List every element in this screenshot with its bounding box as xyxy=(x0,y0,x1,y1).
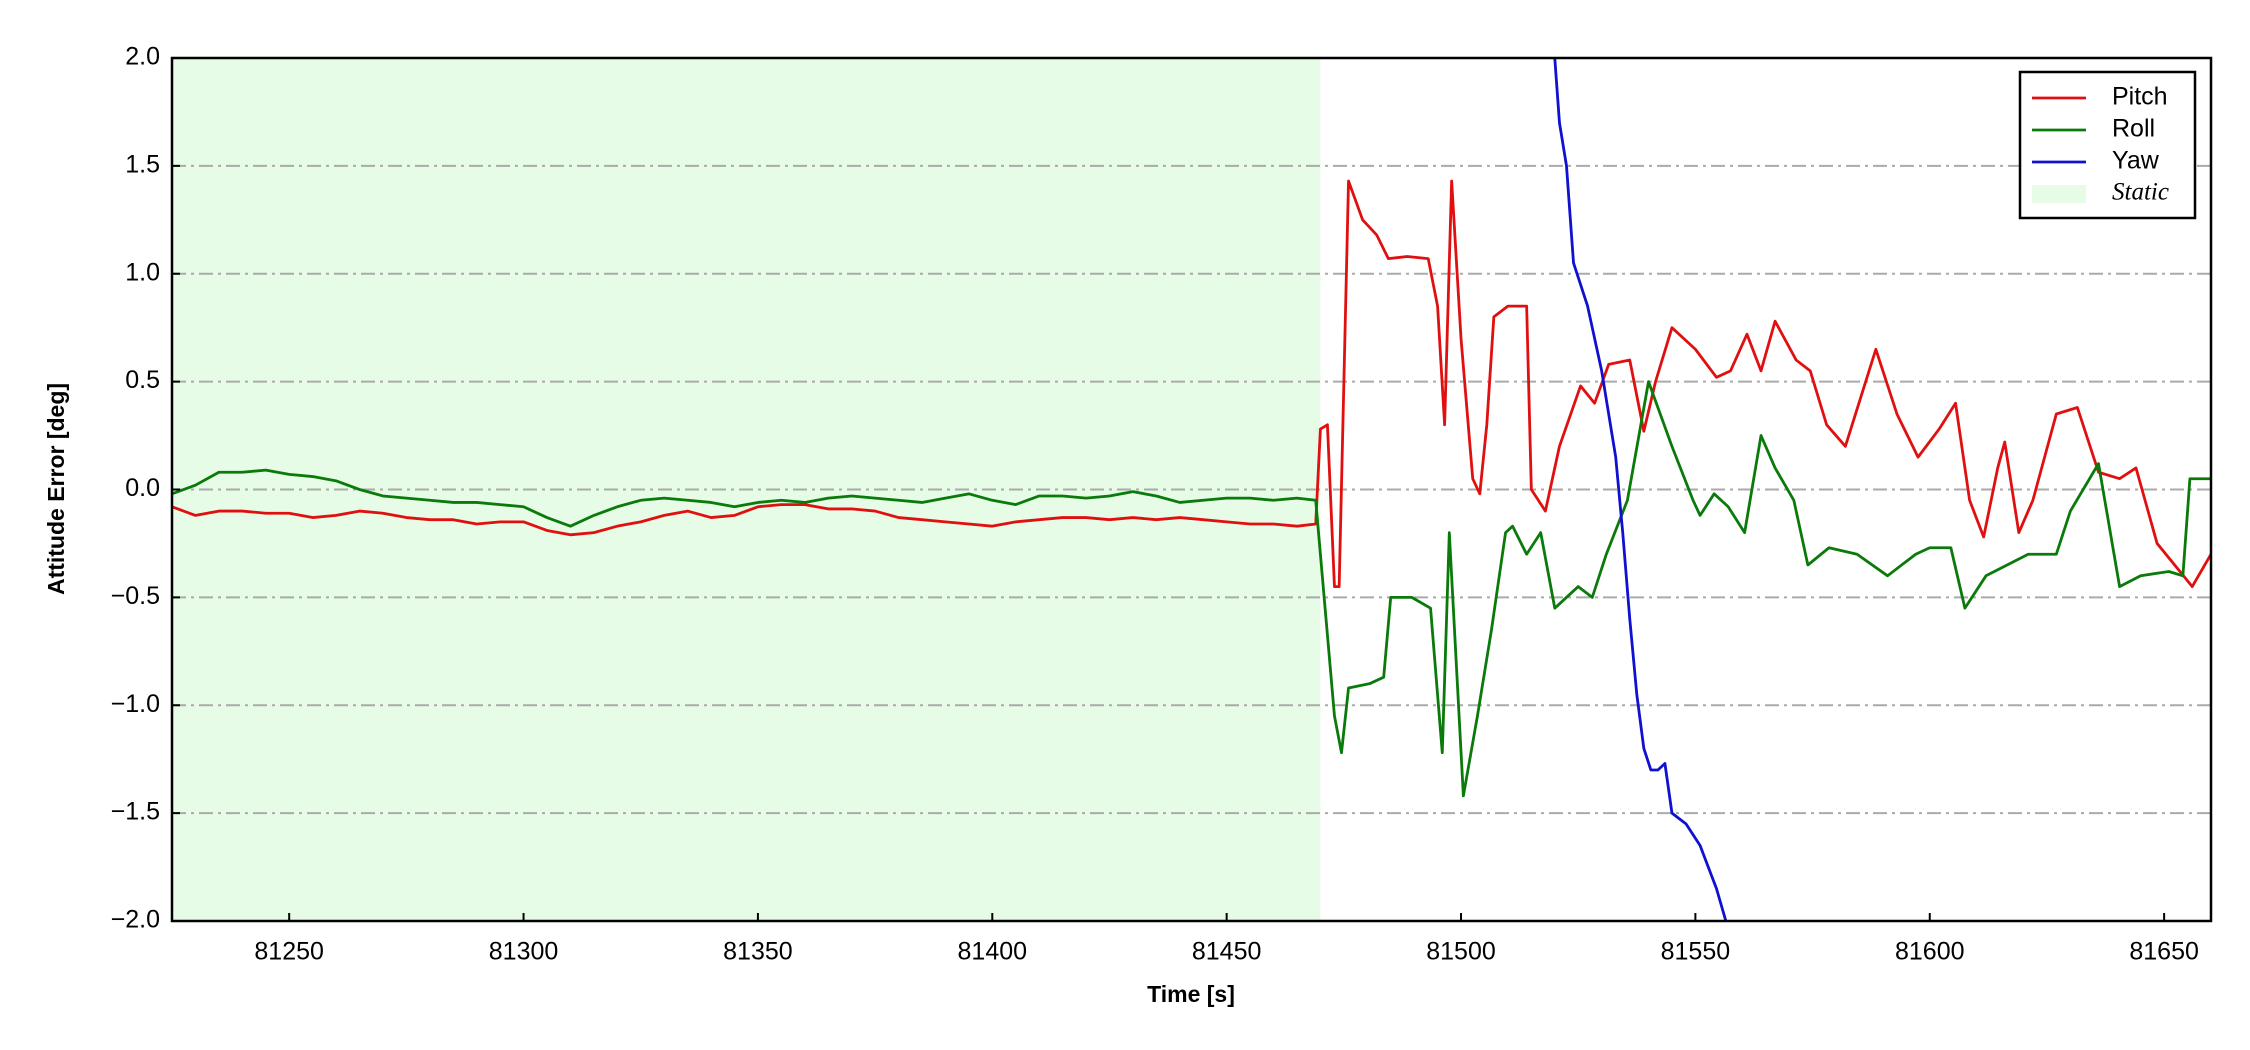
x-tick-label: 81300 xyxy=(489,938,559,966)
x-tick-label: 81250 xyxy=(254,938,324,966)
y-tick-label: 0.0 xyxy=(125,474,160,502)
x-tick-label: 81550 xyxy=(1661,938,1731,966)
plot-background xyxy=(172,57,2211,922)
plot-area xyxy=(172,58,2211,921)
x-tick-label: 81450 xyxy=(1192,938,1262,966)
y-tick-label: 2.0 xyxy=(125,43,160,71)
legend-label: Yaw xyxy=(2112,147,2160,175)
y-tick-label: −1.0 xyxy=(111,690,160,718)
y-tick-label: −2.0 xyxy=(111,906,160,934)
y-tick-label: 1.0 xyxy=(125,258,160,286)
y-axis-label: Attitude Error [deg] xyxy=(43,383,69,595)
x-tick-label: 81650 xyxy=(2129,938,2199,966)
x-tick-label: 81600 xyxy=(1895,938,1965,966)
x-axis-label: Time [s] xyxy=(1147,981,1235,1007)
legend-label: Roll xyxy=(2112,115,2155,143)
legend-label: Static xyxy=(2112,179,2169,206)
y-tick-label: 1.5 xyxy=(125,150,160,178)
legend: Pitch Roll Yaw Static xyxy=(2018,70,2197,220)
series-line xyxy=(172,179,2211,588)
x-tick-label: 81350 xyxy=(723,938,793,966)
legend-swatch xyxy=(2032,185,2086,203)
x-tick-label: 81500 xyxy=(1426,938,1496,966)
series-line xyxy=(1553,58,1728,921)
plot-frame xyxy=(170,56,2213,923)
y-tick-label: −1.5 xyxy=(111,798,160,826)
axes: −2.0 −1.5 −1.0 −0.5 0.0 0.5 1.0 1.5 2.0 81250 8130… xyxy=(111,43,2213,966)
y-tick-label: 0.5 xyxy=(125,366,160,394)
series-line xyxy=(172,380,2211,798)
x-tick-label: 81400 xyxy=(958,938,1028,966)
legend-label: Pitch xyxy=(2112,83,2168,111)
y-tick-label: −0.5 xyxy=(111,582,160,610)
